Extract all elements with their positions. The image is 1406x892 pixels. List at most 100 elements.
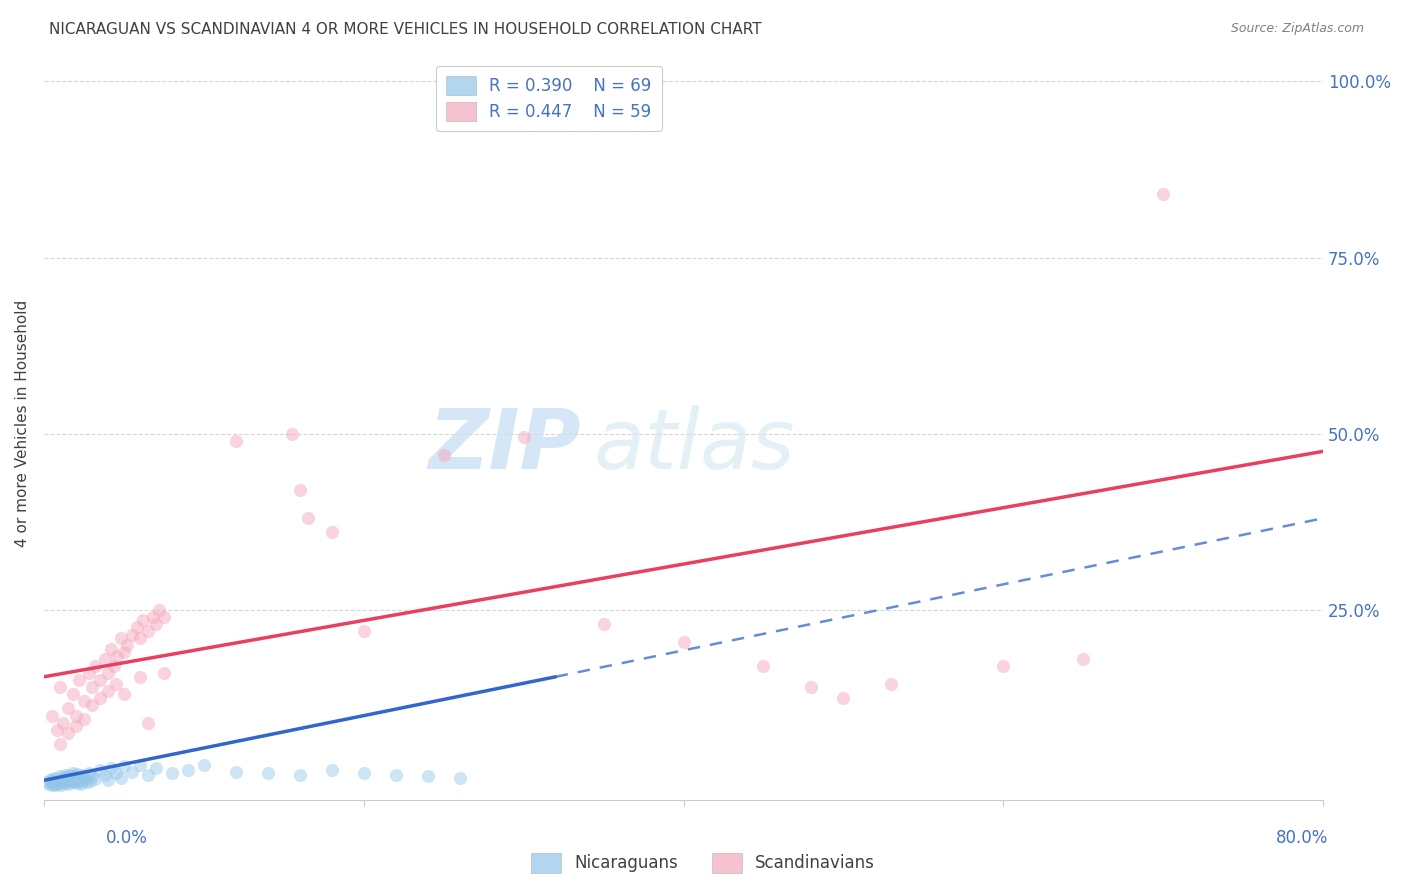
Point bbox=[44, 778, 66, 792]
Point bbox=[288, 483, 311, 497]
Point bbox=[148, 603, 170, 617]
Point bbox=[77, 666, 100, 681]
Point bbox=[177, 764, 200, 778]
Point bbox=[1071, 652, 1094, 666]
Point bbox=[112, 687, 135, 701]
Point bbox=[35, 775, 58, 789]
Point bbox=[110, 771, 132, 785]
Point bbox=[433, 448, 456, 462]
Point bbox=[55, 772, 77, 786]
Point bbox=[79, 774, 101, 789]
Point bbox=[128, 631, 150, 645]
Point bbox=[67, 673, 90, 688]
Point bbox=[73, 712, 96, 726]
Point bbox=[592, 616, 614, 631]
Point bbox=[56, 701, 79, 715]
Point bbox=[225, 434, 247, 448]
Point bbox=[89, 673, 111, 688]
Y-axis label: 4 or more Vehicles in Household: 4 or more Vehicles in Household bbox=[15, 300, 30, 547]
Point bbox=[136, 624, 159, 638]
Point bbox=[41, 708, 63, 723]
Point bbox=[100, 761, 122, 775]
Point bbox=[72, 768, 94, 782]
Point bbox=[142, 610, 165, 624]
Point bbox=[353, 765, 375, 780]
Point bbox=[84, 659, 107, 673]
Point bbox=[53, 774, 76, 789]
Point bbox=[63, 774, 86, 789]
Point bbox=[45, 723, 67, 737]
Point bbox=[75, 771, 97, 785]
Point bbox=[67, 774, 90, 789]
Point bbox=[672, 634, 695, 648]
Point bbox=[42, 774, 65, 789]
Point bbox=[145, 761, 167, 775]
Point bbox=[752, 659, 775, 673]
Point bbox=[65, 719, 87, 733]
Point bbox=[41, 778, 63, 792]
Point bbox=[97, 684, 120, 698]
Point bbox=[84, 772, 107, 786]
Point bbox=[93, 768, 115, 782]
Point bbox=[55, 774, 77, 789]
Point bbox=[880, 677, 903, 691]
Point bbox=[160, 766, 183, 780]
Point bbox=[38, 777, 60, 791]
Point bbox=[63, 769, 86, 783]
Point bbox=[67, 770, 90, 784]
Point bbox=[46, 772, 69, 787]
Point bbox=[45, 774, 67, 789]
Point bbox=[62, 772, 84, 787]
Point bbox=[69, 772, 91, 787]
Point bbox=[51, 778, 73, 792]
Point bbox=[1152, 187, 1174, 202]
Point bbox=[89, 690, 111, 705]
Point bbox=[132, 614, 155, 628]
Point bbox=[297, 511, 319, 525]
Point bbox=[136, 715, 159, 730]
Point bbox=[512, 430, 534, 444]
Point bbox=[110, 631, 132, 645]
Text: 0.0%: 0.0% bbox=[105, 829, 148, 847]
Point bbox=[107, 648, 129, 663]
Text: NICARAGUAN VS SCANDINAVIAN 4 OR MORE VEHICLES IN HOUSEHOLD CORRELATION CHART: NICARAGUAN VS SCANDINAVIAN 4 OR MORE VEH… bbox=[49, 22, 762, 37]
Point bbox=[225, 764, 247, 779]
Point bbox=[80, 698, 103, 712]
Point bbox=[153, 666, 176, 681]
Text: 80.0%: 80.0% bbox=[1277, 829, 1329, 847]
Text: atlas: atlas bbox=[593, 405, 796, 486]
Point bbox=[800, 681, 823, 695]
Point bbox=[136, 768, 159, 782]
Point bbox=[449, 771, 471, 785]
Point bbox=[76, 775, 98, 789]
Point bbox=[104, 766, 127, 780]
Point bbox=[60, 775, 83, 789]
Point bbox=[115, 638, 138, 652]
Point bbox=[103, 659, 125, 673]
Point bbox=[128, 757, 150, 772]
Point bbox=[58, 773, 80, 788]
Point bbox=[49, 775, 72, 789]
Point bbox=[51, 773, 73, 788]
Point bbox=[97, 773, 120, 788]
Point bbox=[65, 776, 87, 790]
Point bbox=[80, 769, 103, 783]
Point bbox=[52, 776, 75, 790]
Point bbox=[77, 765, 100, 780]
Point bbox=[56, 770, 79, 784]
Point bbox=[112, 759, 135, 773]
Point bbox=[56, 777, 79, 791]
Legend: R = 0.390    N = 69, R = 0.447    N = 59: R = 0.390 N = 69, R = 0.447 N = 59 bbox=[436, 66, 662, 131]
Point bbox=[112, 645, 135, 659]
Point bbox=[62, 766, 84, 780]
Point bbox=[52, 715, 75, 730]
Point bbox=[39, 773, 62, 788]
Point bbox=[42, 776, 65, 790]
Point bbox=[49, 681, 72, 695]
Point bbox=[62, 687, 84, 701]
Point bbox=[193, 757, 215, 772]
Point bbox=[125, 620, 148, 634]
Point bbox=[121, 627, 143, 641]
Legend: Nicaraguans, Scandinavians: Nicaraguans, Scandinavians bbox=[524, 847, 882, 880]
Point bbox=[60, 771, 83, 785]
